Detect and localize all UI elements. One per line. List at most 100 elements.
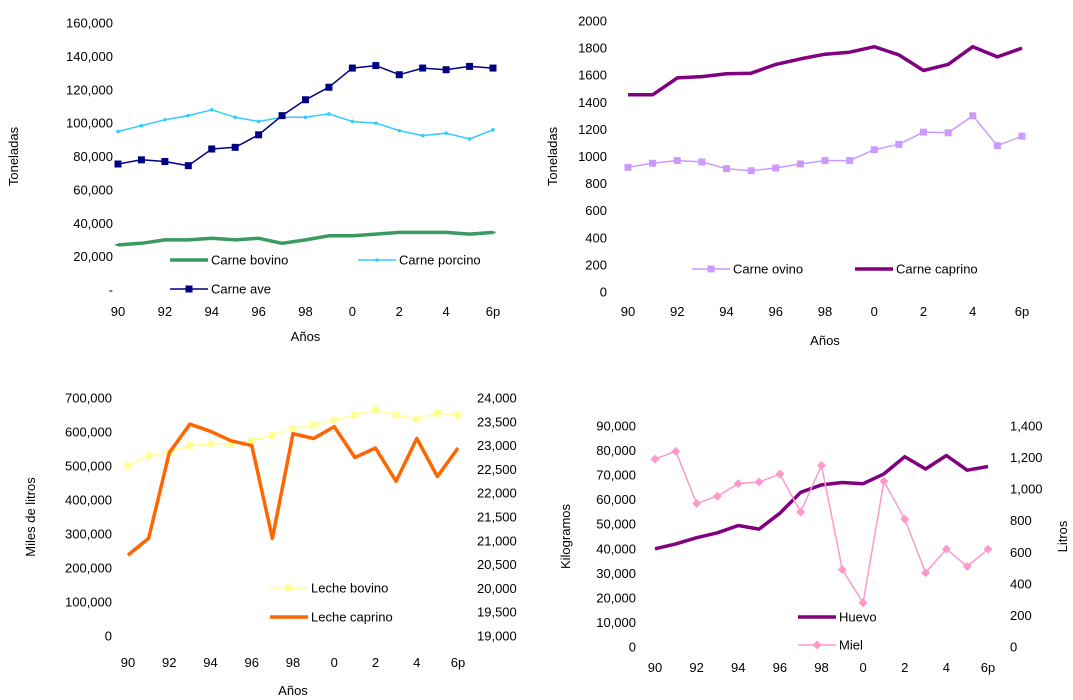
x-tick-label: 94: [203, 655, 217, 670]
y2-tick-label: 21,000: [477, 533, 517, 548]
data-point: [124, 462, 132, 470]
data-point: [650, 454, 660, 464]
data-point: [372, 406, 379, 414]
y2-tick-label: 20,000: [477, 581, 517, 596]
y-tick-label: 1600: [578, 68, 607, 83]
data-point: [993, 142, 1001, 150]
y-tick-label: 50,000: [596, 517, 636, 532]
legend-entry: Leche caprino: [270, 610, 393, 625]
data-point: [279, 242, 285, 245]
data-point: [879, 476, 889, 486]
data-point: [692, 498, 702, 508]
y-tick-label: 0: [600, 285, 607, 300]
x-tick-label: 2: [372, 655, 379, 670]
chart-2: 0 200 400 600 800 1000 1200 1400 1600 1800 2000 90 9…: [545, 14, 1029, 349]
y-tick-label: 1400: [578, 95, 607, 110]
data-point: [268, 431, 276, 439]
data-point: [233, 115, 237, 120]
x-tick-label: 4: [943, 660, 950, 675]
y-tick-label: 700,000: [65, 391, 112, 406]
y2-tick-label: 1,200: [1010, 450, 1043, 465]
x-tick-label: 92: [670, 304, 684, 319]
data-point: [491, 128, 495, 132]
y2-tick-label: 600: [1010, 545, 1032, 560]
y2-tick-label: 1,400: [1010, 419, 1043, 434]
y2-axis-title: Litros: [1055, 520, 1070, 552]
y-tick-label: 140,000: [66, 49, 113, 64]
data-point: [895, 140, 903, 148]
data-point: [712, 491, 722, 501]
data-point: [392, 411, 400, 419]
legend-marker: [375, 258, 379, 262]
legend-marker: [812, 640, 822, 650]
data-point: [467, 233, 473, 236]
x-tick-label: 96: [773, 660, 787, 675]
series-line: [126, 422, 460, 557]
y2-tick-label: 24,000: [477, 391, 517, 406]
y-axis-title: Kilogramos: [558, 503, 573, 569]
y-tick-label: 80,000: [596, 443, 636, 458]
legend-label: Huevo: [839, 610, 877, 625]
data-point: [846, 157, 854, 165]
y-tick-label: 60,000: [73, 182, 113, 197]
series-line: [117, 230, 494, 247]
y-tick-label: 500,000: [65, 459, 112, 474]
data-point: [232, 238, 238, 241]
data-point: [184, 162, 192, 170]
y2-tick-label: 22,500: [477, 462, 517, 477]
data-point: [327, 112, 331, 116]
data-point: [454, 411, 462, 419]
y2-tick-label: 21,500: [477, 510, 517, 525]
data-point: [941, 544, 951, 554]
legend-entry: Carne caprino: [855, 262, 978, 277]
data-point: [921, 568, 931, 578]
x-axis-title: Años: [810, 333, 840, 348]
y-tick-label: 800: [585, 176, 607, 191]
legend-entry: Carne ave: [170, 282, 271, 297]
y2-tick-label: 23,000: [477, 438, 517, 453]
data-point: [278, 112, 286, 120]
y-tick-label: 1000: [578, 149, 607, 164]
data-point: [310, 421, 318, 429]
data-point: [870, 146, 878, 154]
y-tick-label: 100,000: [65, 595, 112, 610]
data-point: [349, 234, 355, 237]
x-tick-label: 94: [205, 304, 219, 319]
legend-label: Miel: [839, 638, 863, 653]
data-point: [330, 416, 338, 424]
data-point: [227, 440, 235, 448]
series-2: [116, 107, 495, 141]
y-tick-label: 80,000: [73, 149, 113, 164]
x-tick-label: 98: [818, 304, 832, 319]
x-tick-label: 2: [901, 660, 908, 675]
data-point: [116, 129, 120, 134]
data-point: [350, 119, 355, 124]
data-point: [185, 238, 191, 241]
data-point: [747, 167, 755, 175]
y-tick-label: -: [109, 283, 113, 298]
x-tick-label: 96: [251, 304, 265, 319]
x-tick-label: 6p: [981, 660, 995, 675]
data-point: [325, 83, 333, 91]
data-point: [231, 143, 239, 151]
y2-tick-label: 0: [1010, 640, 1017, 655]
legend-entry: Carne porcino: [358, 253, 481, 268]
series-line: [654, 450, 989, 604]
data-point: [969, 112, 977, 120]
series-line: [117, 109, 494, 140]
y-tick-label: 120,000: [66, 82, 113, 97]
x-tick-label: 92: [162, 655, 176, 670]
x-tick-label: 90: [121, 655, 135, 670]
data-point: [303, 115, 308, 120]
data-point: [962, 561, 972, 571]
data-point: [186, 113, 191, 118]
data-point: [775, 469, 785, 479]
chart-4: 0 10,000 20,000 30,000 40,000 50,000 60,000 70,…: [558, 419, 1070, 676]
data-point: [420, 133, 425, 138]
data-point: [796, 160, 804, 168]
data-point: [443, 231, 449, 234]
data-point: [208, 145, 216, 153]
data-point: [162, 238, 168, 241]
series-1: [654, 453, 989, 551]
series-3: [114, 62, 497, 170]
